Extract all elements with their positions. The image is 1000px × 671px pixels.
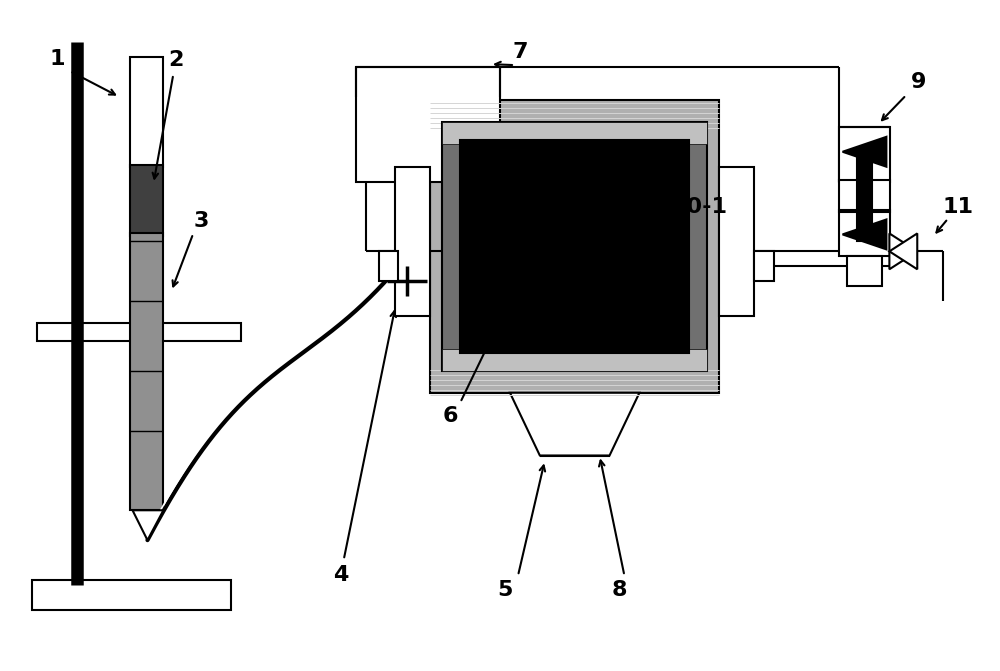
Bar [430,100,719,393]
Polygon shape [843,219,886,250]
Bar [356,67,500,182]
Text: 10: 10 [602,197,633,217]
Text: 7: 7 [512,42,528,62]
Text: 10-1: 10-1 [671,197,727,217]
Bar [754,252,774,281]
Bar [32,580,231,610]
Bar [442,122,707,144]
Text: 4: 4 [333,565,348,585]
Bar [460,140,689,353]
Bar [37,323,241,341]
Text: 9: 9 [911,72,926,92]
Text: 5: 5 [497,580,513,600]
Bar [130,164,163,236]
Polygon shape [843,137,886,166]
Bar [442,122,707,371]
Bar [857,152,872,242]
Bar [839,209,890,256]
Text: 6: 6 [442,406,458,425]
Text: 8: 8 [612,580,627,600]
Text: 11: 11 [943,197,974,217]
Bar [395,166,430,316]
Text: 3: 3 [194,211,209,231]
Bar [839,180,890,211]
Bar [719,166,754,316]
Text: 2: 2 [169,50,184,70]
Bar [839,127,890,182]
Bar [847,256,882,287]
Bar [130,234,163,510]
Polygon shape [889,234,917,269]
Bar [130,57,163,166]
Bar [379,252,398,281]
Polygon shape [133,510,163,540]
Polygon shape [510,393,639,456]
Polygon shape [889,234,917,269]
Bar [442,349,707,371]
Text: 1: 1 [49,49,65,69]
